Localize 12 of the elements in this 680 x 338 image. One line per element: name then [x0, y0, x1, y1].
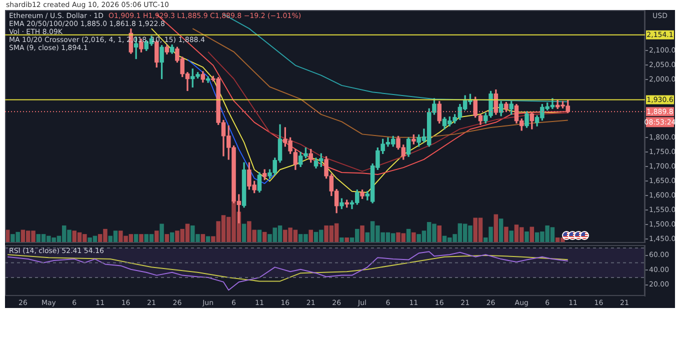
- bar: [509, 230, 514, 243]
- bar: [498, 218, 504, 243]
- bar: [524, 231, 529, 243]
- bar: [154, 230, 159, 243]
- bar: [139, 234, 144, 243]
- bar: [437, 225, 442, 243]
- bar: [160, 224, 164, 243]
- bar: [494, 214, 498, 243]
- bar: [308, 230, 313, 243]
- bar: [504, 226, 508, 243]
- bar: [412, 232, 416, 243]
- bar: [360, 225, 364, 243]
